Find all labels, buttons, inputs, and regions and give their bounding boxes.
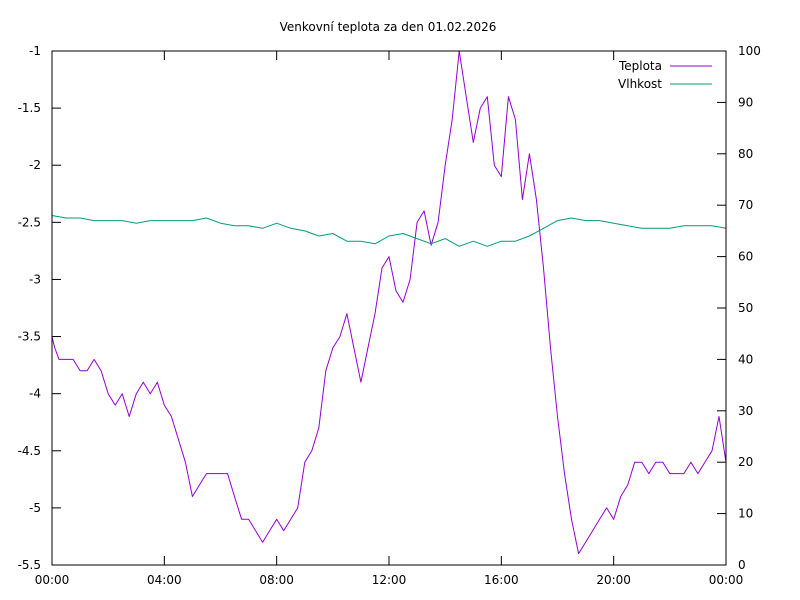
y-tick-label: -2 [29, 158, 41, 172]
y2-tick-label: 100 [738, 44, 761, 58]
y2-tick-label: 80 [738, 147, 753, 161]
x-tick-label: 04:00 [147, 573, 182, 587]
x-tick-label: 16:00 [484, 573, 519, 587]
y-tick-label: -3 [29, 272, 41, 286]
y2-tick-label: 60 [738, 250, 753, 264]
chart-title: Venkovní teplota za den 01.02.2026 [280, 20, 497, 34]
series-line-vlhkost [51, 215, 727, 247]
legend: Teplota Vlhkost [618, 59, 712, 91]
x-tick-label: 20:00 [596, 573, 631, 587]
series-group [51, 50, 727, 555]
y-tick-label: -1 [29, 44, 41, 58]
y-tick-label: -5.5 [18, 558, 41, 572]
x-tick-label: 00:00 [709, 573, 744, 587]
y2-tick-label: 50 [738, 301, 753, 315]
y2-tick-label: 70 [738, 198, 753, 212]
y2-tick-label: 10 [738, 507, 753, 521]
y-tick-label: -3.5 [18, 330, 41, 344]
legend-label-vlhkost: Vlhkost [618, 77, 662, 91]
legend-label-teplota: Teplota [618, 59, 662, 73]
y-tick-label: -5 [29, 501, 41, 515]
y-tick-label: -1.5 [18, 101, 41, 115]
x-tick-label: 00:00 [35, 573, 70, 587]
y-tick-label: -2.5 [18, 215, 41, 229]
y2-tick-label: 40 [738, 352, 753, 366]
y2-tick-label: 20 [738, 455, 753, 469]
y2-tick-label: 0 [738, 558, 746, 572]
x-tick-label: 12:00 [372, 573, 407, 587]
plot-frame [51, 50, 727, 566]
y-tick-label: -4.5 [18, 444, 41, 458]
y2-tick-label: 90 [738, 95, 753, 109]
y-tick-label: -4 [29, 387, 41, 401]
x-tick-label: 08:00 [259, 573, 294, 587]
axes: -1 -1.5 -2 -2.5 -3 -3.5 -4 -4.5 -5 -5.5 0 10 20 30 40 5… [18, 44, 761, 587]
series-line-teplota [51, 50, 727, 555]
y2-tick-label: 30 [738, 404, 753, 418]
